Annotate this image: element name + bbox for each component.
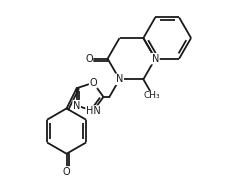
Text: N: N (116, 74, 123, 84)
Text: N: N (152, 54, 159, 64)
Text: N: N (73, 101, 80, 111)
Text: O: O (89, 78, 97, 88)
Text: O: O (63, 167, 70, 177)
Text: O: O (85, 54, 93, 64)
Text: CH₃: CH₃ (144, 91, 160, 100)
Text: HN: HN (86, 106, 101, 116)
